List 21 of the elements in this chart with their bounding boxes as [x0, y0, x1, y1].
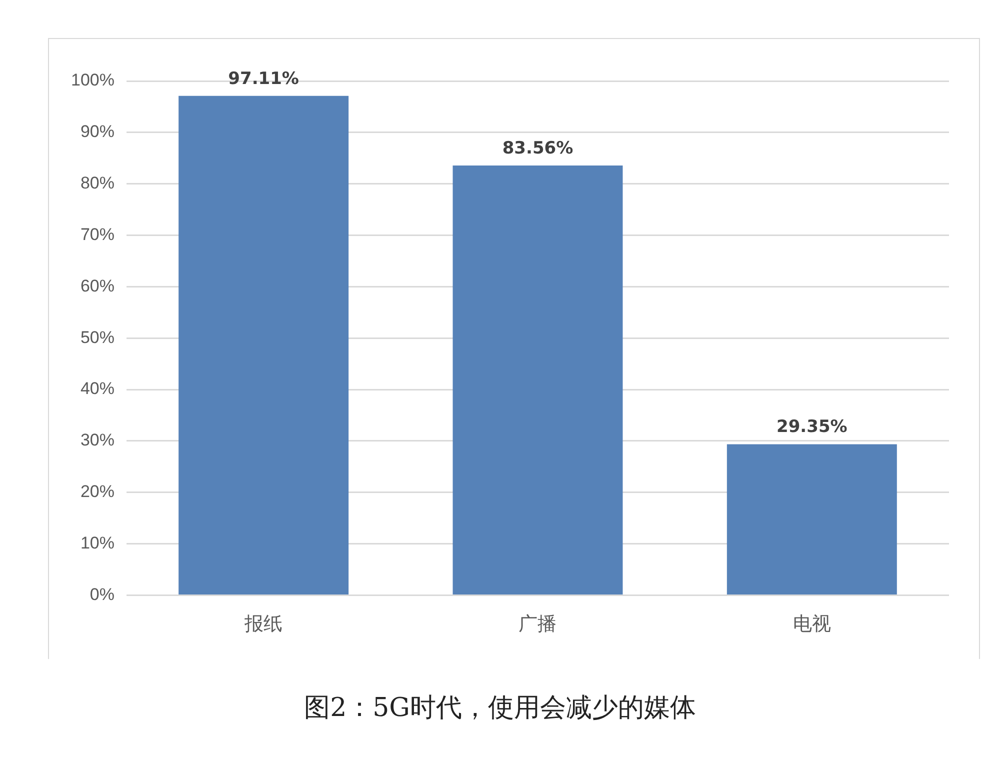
x-tick-label: 广播 — [518, 612, 557, 635]
y-tick-label: 40% — [80, 379, 114, 398]
y-tick-label: 30% — [80, 430, 114, 450]
y-tick-label: 70% — [80, 224, 114, 244]
text: 图2：5G时代，使用会减少的媒体 — [303, 692, 697, 725]
data-label: 29.35% — [776, 417, 848, 438]
data-label: 97.11% — [228, 68, 299, 89]
y-tick-label: 20% — [80, 482, 114, 502]
bar — [452, 166, 623, 594]
bar — [726, 444, 897, 594]
y-tick-label: 50% — [80, 328, 114, 347]
y-tick-label: 60% — [80, 276, 114, 296]
y-tick-label: 10% — [80, 533, 114, 552]
x-tick-label: 电视 — [792, 614, 831, 635]
y-tick-label: 80% — [80, 174, 114, 193]
y-tick-label: 90% — [80, 122, 114, 142]
x-tick-label: 报纸 — [244, 614, 283, 635]
y-tick-label: 100% — [70, 70, 114, 90]
data-label: 83.56% — [502, 138, 574, 158]
y-tick-label: 0% — [90, 584, 114, 604]
bar — [178, 96, 349, 594]
